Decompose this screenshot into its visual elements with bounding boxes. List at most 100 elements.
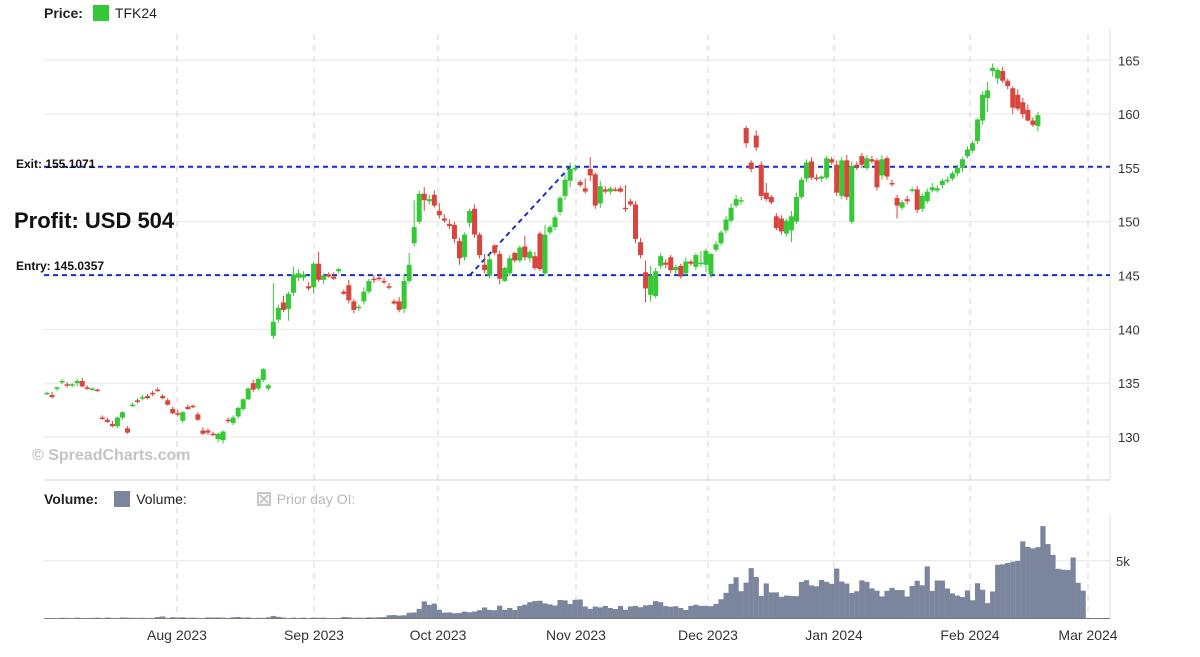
candle-body: [290, 274, 296, 293]
candle-body: [547, 227, 553, 233]
candle-body: [718, 232, 724, 244]
candle-body: [733, 199, 739, 206]
volume-bar: [376, 617, 382, 618]
tfk24-legend-label[interactable]: TFK24: [114, 5, 157, 21]
volume-bar: [356, 617, 362, 619]
candle-body: [607, 188, 613, 192]
volume-legend: Volume: Volume: Prior day OI:: [44, 491, 355, 507]
volume-bar: [155, 616, 161, 618]
volume-bar: [119, 617, 126, 619]
volume-bar: [597, 607, 603, 618]
volume-bar: [336, 618, 342, 619]
candle-body: [391, 301, 397, 304]
volume-bar: [969, 600, 976, 618]
volume-bar: [944, 588, 950, 618]
volume-series-label[interactable]: Volume:: [136, 491, 187, 507]
volume-bar: [175, 617, 181, 619]
candle-body: [582, 188, 588, 192]
candle-body: [874, 160, 880, 188]
volume-bar: [64, 617, 70, 619]
volume-bar: [748, 568, 754, 618]
volume-bar: [1045, 544, 1051, 618]
candle-body: [275, 307, 281, 320]
volume-bar: [225, 617, 231, 619]
volume-bar: [280, 617, 287, 619]
candle-body: [74, 380, 80, 384]
candle-body: [406, 264, 412, 281]
candle-body: [59, 380, 65, 383]
volume-bar: [949, 593, 955, 618]
volume-bar: [567, 603, 573, 618]
price-ytick-label: 155: [1118, 161, 1140, 176]
candle-body: [627, 201, 633, 205]
volume-bar: [844, 583, 850, 618]
candle-body: [175, 413, 181, 415]
volume-bar: [728, 583, 734, 618]
candle-body: [316, 263, 322, 280]
volume-bar: [889, 587, 895, 618]
volume-bar: [255, 617, 261, 619]
volume-bar: [1050, 554, 1056, 618]
volume-bar: [517, 605, 523, 618]
volume-bar: [84, 618, 90, 619]
volume-bar: [1020, 541, 1026, 618]
candle-body: [854, 164, 860, 167]
candle-body: [451, 224, 457, 239]
candle-body: [366, 280, 372, 292]
candle-body: [280, 302, 286, 310]
volume-legend-label: Volume:: [44, 491, 99, 507]
candle-body: [255, 378, 261, 389]
volume-bar: [532, 601, 538, 618]
volume-bar: [361, 617, 367, 619]
candle-body: [386, 286, 392, 288]
candle-body: [884, 158, 890, 177]
candle-body: [542, 234, 548, 274]
candle-body: [980, 94, 986, 121]
volume-bar: [1080, 590, 1086, 618]
volume-bar: [441, 612, 447, 618]
volume-bar: [894, 590, 900, 618]
volume-bar: [436, 609, 442, 618]
volume-bar: [708, 606, 714, 618]
volume-bar: [864, 581, 870, 618]
price-ytick-label: 145: [1118, 269, 1140, 284]
candle-body: [904, 199, 910, 202]
candle-body: [44, 392, 50, 395]
candle-body: [723, 219, 729, 231]
volume-bar: [1065, 570, 1071, 618]
entry-label: Entry: 145.0357: [16, 259, 104, 273]
volume-bar: [471, 611, 478, 618]
candle-body: [658, 256, 664, 266]
candle-body: [502, 267, 508, 281]
volume-bar: [145, 618, 151, 619]
volume-bar: [466, 612, 473, 618]
tfk24-swatch[interactable]: [92, 5, 109, 21]
candle-body: [346, 285, 352, 301]
candle-body: [250, 383, 256, 390]
volume-bar: [260, 617, 266, 619]
candle-body: [306, 286, 312, 289]
volume-bar: [150, 617, 156, 619]
xtick-label: Nov 2023: [546, 627, 606, 643]
volume-bar: [446, 612, 452, 618]
volume-swatch[interactable]: [114, 491, 131, 507]
volume-bar: [69, 618, 75, 619]
volume-bar: [663, 606, 669, 618]
volume-bar: [497, 605, 503, 618]
volume-bar: [366, 617, 372, 619]
candle-body: [416, 193, 422, 222]
volume-bar: [622, 609, 629, 618]
candle-body: [507, 258, 513, 274]
volume-bar: [421, 601, 427, 618]
candle-body: [944, 179, 950, 182]
volume-bar: [783, 595, 790, 618]
volume-bar: [44, 618, 50, 619]
candle-body: [572, 167, 578, 170]
oi-toggle-icon[interactable]: [256, 492, 271, 506]
volume-bar: [990, 591, 996, 618]
volume-bar: [114, 618, 121, 619]
price-ytick-label: 140: [1118, 322, 1140, 337]
volume-bar: [180, 617, 186, 619]
oi-legend-label[interactable]: Prior day OI:: [276, 491, 356, 507]
candle-body: [814, 177, 820, 180]
